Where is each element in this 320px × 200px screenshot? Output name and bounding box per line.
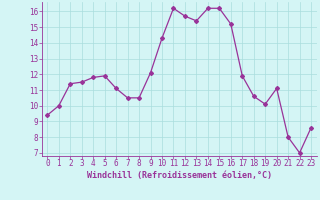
- X-axis label: Windchill (Refroidissement éolien,°C): Windchill (Refroidissement éolien,°C): [87, 171, 272, 180]
